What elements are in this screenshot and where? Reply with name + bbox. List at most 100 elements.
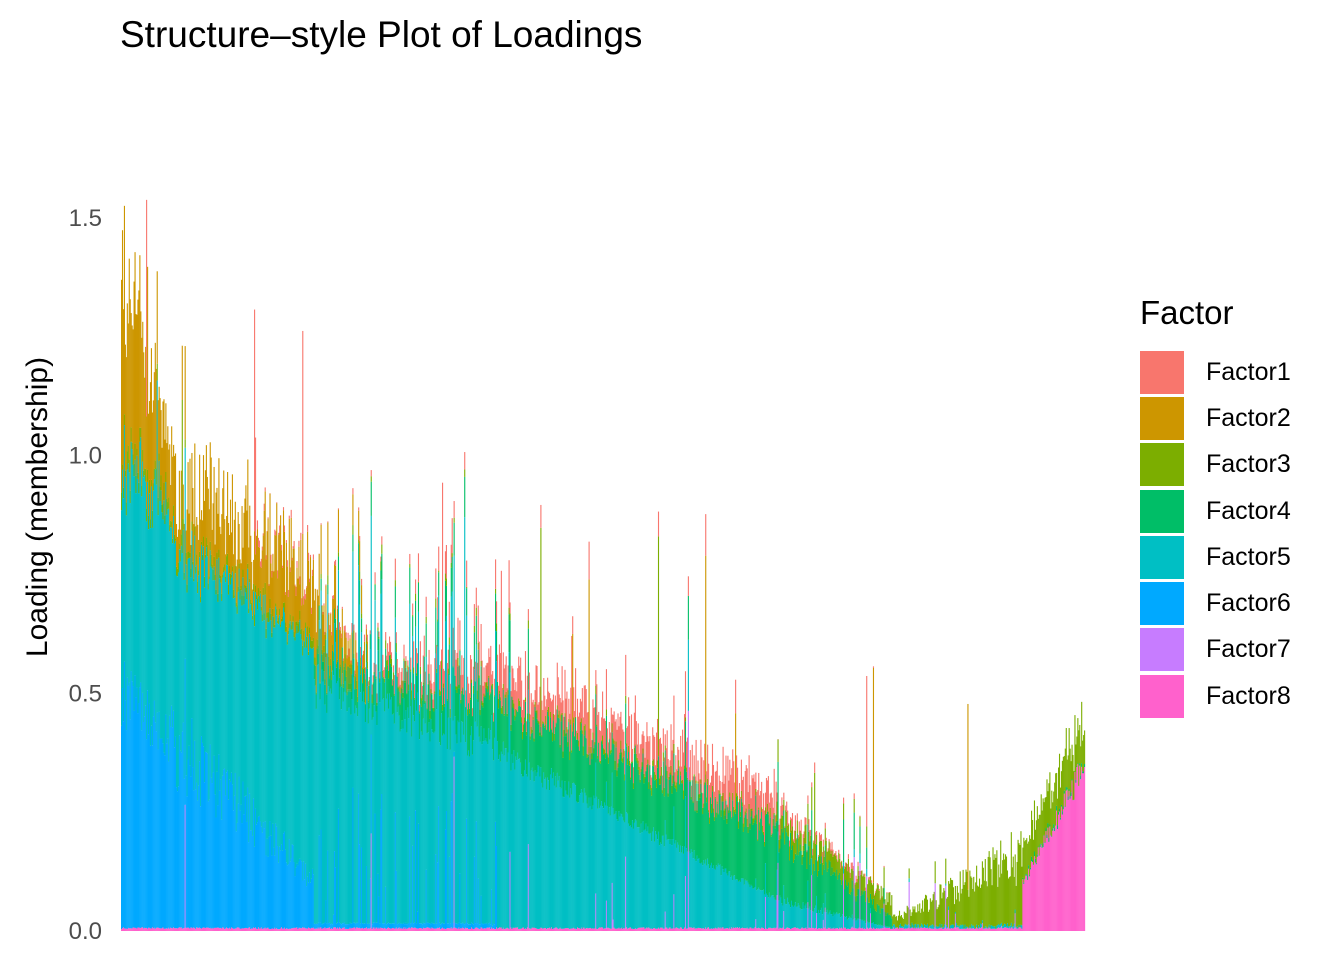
bar-segment-factor3 [813,842,815,864]
bar-segment-factor3 [334,608,336,610]
bar-segment-factor8 [728,928,730,931]
bar-segment-factor5 [650,832,652,929]
bar-segment-factor2 [226,515,228,557]
bar-segment-factor4 [778,852,780,901]
bar-segment-factor3 [791,826,794,846]
bar-segment-factor1 [510,691,512,725]
bar-segment-factor4 [412,616,414,636]
bar-segment-factor1 [713,791,715,818]
bar-segment-factor6 [349,922,351,928]
bar-segment-factor6 [151,745,153,928]
bar-segment-factor8 [757,928,759,931]
bar-segment-factor3 [1042,798,1044,844]
bar-segment-factor3 [573,717,575,723]
bar-segment-factor8 [558,928,560,931]
bar-segment-factor3 [1008,877,1010,927]
bar-segment-factor6 [471,923,474,929]
bar-segment-factor1 [364,667,366,680]
bar-segment-factor5 [814,908,816,929]
bar-segment-factor8 [537,928,539,931]
bar-segment-factor4 [766,811,768,895]
bar-segment-factor2 [158,386,160,454]
bar-segment-factor5 [801,909,803,928]
bar-segment-factor8 [646,927,648,931]
bar-segment-factor6 [359,844,361,928]
bar-segment-factor5 [633,822,635,930]
bar-segment-factor5 [867,921,869,928]
bar-segment-factor6 [215,817,217,928]
bar-segment-factor4 [874,910,876,925]
bar-segment-factor3 [630,762,633,764]
bar-segment-factor3 [145,468,147,482]
bar-segment-factor5 [512,762,514,928]
bar-segment-factor3 [855,881,857,902]
bar-segment-factor3 [956,885,958,926]
bar-segment-factor3 [733,806,735,817]
bar-segment-factor8 [210,928,212,931]
bar-segment-factor3 [783,799,785,811]
bar-segment-factor1 [445,545,447,579]
bar-segment-factor5 [396,712,398,925]
bar-segment-factor5 [415,626,417,811]
bar-segment-factor4 [366,668,368,687]
bar-segment-factor1 [539,686,541,733]
bar-segment-factor4 [625,703,627,745]
bar-segment-factor4 [416,663,419,693]
bar-segment-factor1 [708,763,710,811]
bar-segment-factor5 [818,913,821,929]
bar-segment-factor3 [411,690,413,700]
bar-segment-factor1 [265,555,267,560]
bar-segment-factor5 [236,613,238,823]
bar-segment-factor5 [287,634,289,865]
bar-segment-factor4 [585,738,587,796]
bar-segment-factor4 [406,694,408,733]
bar-segment-factor3 [950,877,952,926]
bar-segment-factor3 [668,776,670,780]
bar-segment-factor8 [790,929,792,931]
bar-segment-factor5 [229,584,232,782]
bar-segment-factor5 [804,905,806,929]
bar-segment-factor4 [689,781,691,854]
bar-segment-factor3 [695,780,697,784]
bar-segment-factor4 [404,682,406,720]
bar-segment-factor6 [147,690,149,929]
bar-segment-factor5 [998,923,1000,928]
bar-segment-factor3 [1010,832,1012,923]
bar-segment-factor3 [800,833,802,851]
bar-segment-factor6 [438,806,440,928]
bar-segment-factor1 [266,530,268,532]
bar-segment-factor4 [832,874,834,917]
bar-segment-factor8 [993,928,995,931]
bar-segment-factor8 [452,927,454,931]
bar-segment-factor3 [1016,861,1018,927]
bar-segment-factor1 [337,508,340,510]
bar-segment-factor6 [402,923,404,929]
bar-segment-factor1 [761,781,763,808]
bar-segment-factor3 [822,846,824,865]
bar-segment-factor1 [774,815,776,826]
bar-segment-factor6 [423,923,425,929]
bar-segment-factor5 [632,828,634,929]
bar-segment-factor8 [404,928,406,931]
bar-segment-factor4 [452,667,454,721]
bar-segment-factor4 [846,886,848,920]
bar-segment-factor4 [619,754,621,817]
bar-segment-factor3 [1075,744,1077,780]
bar-segment-factor5 [941,924,943,928]
bar-segment-factor3 [431,692,433,695]
bar-segment-factor8 [319,927,321,931]
bar-segment-factor6 [376,922,378,928]
bar-segment-factor3 [246,587,248,600]
bar-segment-factor3 [455,686,457,690]
bar-segment-factor8 [502,927,504,931]
bar-segment-factor2 [288,518,290,624]
bar-segment-factor5 [372,717,374,923]
bar-segment-factor6 [311,868,313,928]
bar-segment-factor8 [145,928,147,931]
y-tick-label: 0.5 [69,680,102,707]
bar-segment-factor8 [910,928,912,931]
bar-segment-factor8 [940,928,942,931]
bar-segment-factor3 [957,892,959,926]
bar-segment-factor4 [621,761,623,815]
bar-segment-factor3 [314,657,316,666]
